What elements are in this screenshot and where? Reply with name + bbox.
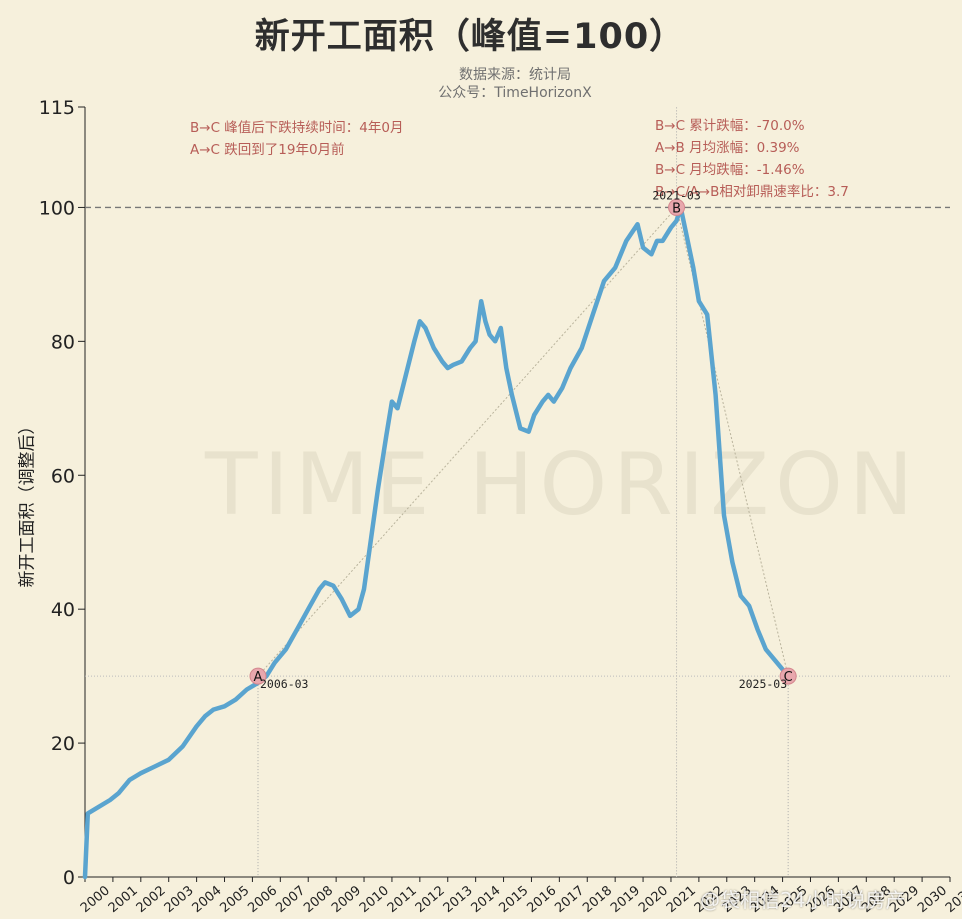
x-tick-label: 2018 — [580, 883, 615, 916]
annotation-left: B→C 峰值后下跌持续时间：4年0月 A→C 跌回到了19年0月前 — [190, 117, 403, 161]
point-name-label: C — [784, 670, 793, 685]
x-tick-label: 2005 — [217, 883, 252, 916]
annotation-right-line: B→C 月均跌幅：-1.46% — [655, 162, 805, 178]
x-tick-label: 2021 — [664, 883, 699, 916]
x-tick-label: 2010 — [357, 883, 392, 916]
x-tick-label: 2008 — [301, 883, 336, 916]
x-tick-label: 2015 — [496, 883, 531, 916]
x-tick-label: 2012 — [413, 883, 448, 916]
point-marker — [779, 667, 797, 685]
x-tick-label: 2001 — [106, 883, 141, 916]
x-tick-label: 2007 — [273, 883, 308, 916]
weibo-watermark: @袋相信24小时说房产 — [700, 888, 906, 912]
point-name-label: A — [254, 670, 263, 685]
x-tick-label: 2000 — [78, 883, 113, 916]
x-tick-label: 2009 — [329, 883, 364, 916]
y-tick-label: 0 — [63, 867, 75, 889]
annotation-left-line: B→C 峰值后下跌持续时间：4年0月 — [190, 120, 404, 136]
y-tick-label: 100 — [39, 197, 75, 219]
y-tick-label: 80 — [51, 331, 75, 353]
point-date-label: 2025-03 — [739, 677, 788, 691]
x-tick-label: 2014 — [469, 883, 504, 916]
annotation-right-line: A→B 月均涨幅：0.39% — [655, 140, 800, 156]
annotation-right-line: B→C 累计跌幅：-70.0% — [655, 118, 805, 134]
y-tick-label: 40 — [51, 599, 75, 621]
x-tick-label: 2004 — [190, 883, 225, 916]
annotation-right: B→C 累计跌幅：-70.0% A→B 月均涨幅：0.39% B→C 月均跌幅：… — [655, 115, 849, 203]
chart-account: 公众号：TimeHorizonX — [438, 85, 592, 101]
chart-title: 新开工面积（峰值=100） — [254, 17, 686, 57]
x-tick-label: 2016 — [524, 883, 559, 916]
y-tick-label: 60 — [51, 465, 75, 487]
x-tick-label: 2011 — [385, 883, 420, 916]
y-tick-label: 20 — [51, 733, 75, 755]
point-marker — [668, 198, 686, 216]
point-date-label: 2021-03 — [652, 188, 701, 202]
annotation-left-line: A→C 跌回到了19年0月前 — [190, 142, 345, 158]
point-marker — [249, 667, 267, 685]
x-tick-label: 2003 — [162, 883, 197, 916]
x-tick-label: 2013 — [441, 883, 476, 916]
x-tick-label: 2031 — [943, 883, 962, 916]
point-date-label: 2006-03 — [260, 677, 309, 691]
x-tick-label: 2030 — [915, 883, 950, 916]
background-watermark: TIME HORIZON — [205, 435, 920, 535]
x-tick-label: 2019 — [608, 883, 643, 916]
y-tick-label: 115 — [39, 97, 75, 119]
series-line — [82, 205, 791, 880]
x-tick-label: 2006 — [245, 883, 280, 916]
chart-source: 数据来源：统计局 — [459, 67, 571, 83]
trend-line-a-b — [257, 207, 677, 677]
annotation-right-line: B→C/A→B相对卸鼎速率比：3.7 — [655, 184, 849, 200]
x-tick-label: 2017 — [552, 883, 587, 916]
x-tick-label: 2020 — [636, 883, 671, 916]
point-name-label: B — [672, 201, 681, 216]
x-tick-label: 2002 — [134, 883, 169, 916]
